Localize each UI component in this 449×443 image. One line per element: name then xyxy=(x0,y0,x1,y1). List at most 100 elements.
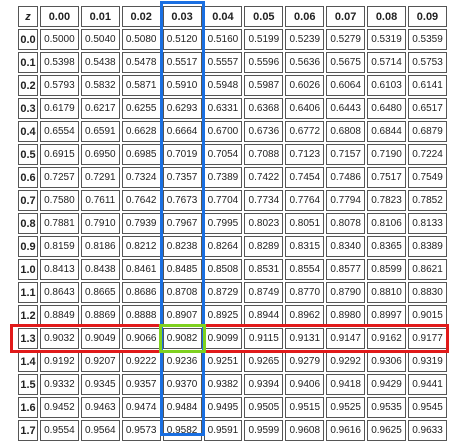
table-row: 0.3 0.6179 0.6217 0.6255 0.6293 0.6331 0.6368 0… xyxy=(18,98,447,119)
table-cell: 0.9582 xyxy=(162,420,202,441)
column-header: 0.01 xyxy=(80,6,120,27)
column-header: 0.07 xyxy=(326,6,366,27)
table-cell: 0.9319 xyxy=(407,351,447,372)
table-cell: 0.8577 xyxy=(326,259,366,280)
table-cell: 0.8621 xyxy=(407,259,447,280)
z-table-body: 0.0 0.5000 0.5040 0.5080 0.5120 0.5160 0.5199 0… xyxy=(18,29,447,441)
table-cell: 0.9545 xyxy=(407,397,447,418)
table-cell: 0.9591 xyxy=(203,420,243,441)
column-header: 0.04 xyxy=(203,6,243,27)
table-cell: 0.9177 xyxy=(407,328,447,349)
table-cell: 0.9463 xyxy=(80,397,120,418)
table-row: 1.5 0.9332 0.9345 0.9357 0.9370 0.9382 0.9394 0… xyxy=(18,374,447,395)
row-header: 0.6 xyxy=(18,167,38,188)
column-header: 0.08 xyxy=(367,6,406,27)
table-cell: 0.6808 xyxy=(326,121,366,142)
table-cell: 0.7910 xyxy=(80,213,120,234)
table-cell: 0.9515 xyxy=(285,397,325,418)
table-cell: 0.6985 xyxy=(121,144,161,165)
table-cell: 0.7939 xyxy=(121,213,161,234)
table-cell: 0.7764 xyxy=(285,190,325,211)
table-cell: 0.9484 xyxy=(162,397,202,418)
column-header: 0.05 xyxy=(244,6,284,27)
table-cell: 0.6879 xyxy=(407,121,447,142)
table-cell: 0.5871 xyxy=(121,75,161,96)
table-cell: 0.9406 xyxy=(285,374,325,395)
table-cell: 0.8438 xyxy=(80,259,120,280)
table-row: 0.5 0.6915 0.6950 0.6985 0.7019 0.7054 0.7088 0… xyxy=(18,144,447,165)
table-cell: 0.5120 xyxy=(162,29,202,50)
table-cell: 0.9279 xyxy=(285,351,325,372)
table-cell: 0.7704 xyxy=(203,190,243,211)
table-cell: 0.7324 xyxy=(121,167,161,188)
table-cell: 0.8389 xyxy=(407,236,447,257)
table-cell: 0.9554 xyxy=(39,420,79,441)
table-cell: 0.8051 xyxy=(285,213,325,234)
table-cell: 0.9495 xyxy=(203,397,243,418)
table-row: 1.4 0.9192 0.9207 0.9222 0.9236 0.9251 0.9265 0… xyxy=(18,351,447,372)
table-cell: 0.6591 xyxy=(80,121,120,142)
header-row: z 0.00 0.01 0.02 0.03 0.04 0.05 0.06 0.07 0.08 0.… xyxy=(18,6,447,27)
table-cell: 0.8023 xyxy=(244,213,284,234)
table-cell: 0.8212 xyxy=(121,236,161,257)
table-cell: 0.7190 xyxy=(367,144,406,165)
table-cell: 0.7823 xyxy=(367,190,406,211)
table-cell: 0.8315 xyxy=(285,236,325,257)
column-header: 0.03 xyxy=(162,6,202,27)
table-cell: 0.6664 xyxy=(162,121,202,142)
table-cell: 0.9082 xyxy=(162,328,202,349)
row-header: 0.9 xyxy=(18,236,38,257)
table-cell: 0.7454 xyxy=(285,167,325,188)
row-header: 0.7 xyxy=(18,190,38,211)
table-cell: 0.8907 xyxy=(162,305,202,326)
table-row: 0.9 0.8159 0.8186 0.8212 0.8238 0.8264 0.8289 0… xyxy=(18,236,447,257)
table-cell: 0.8708 xyxy=(162,282,202,303)
row-header: 0.5 xyxy=(18,144,38,165)
table-cell: 0.9474 xyxy=(121,397,161,418)
table-cell: 0.7088 xyxy=(244,144,284,165)
table-cell: 0.5753 xyxy=(407,52,447,73)
table-cell: 0.9418 xyxy=(326,374,366,395)
table-row: 0.0 0.5000 0.5040 0.5080 0.5120 0.5160 0.5199 0… xyxy=(18,29,447,50)
table-cell: 0.9049 xyxy=(80,328,120,349)
table-cell: 0.7580 xyxy=(39,190,79,211)
table-cell: 0.7794 xyxy=(326,190,366,211)
row-header: 0.1 xyxy=(18,52,38,73)
table-cell: 0.9207 xyxy=(80,351,120,372)
table-cell: 0.7123 xyxy=(285,144,325,165)
table-cell: 0.9564 xyxy=(80,420,120,441)
table-cell: 0.7357 xyxy=(162,167,202,188)
table-cell: 0.9099 xyxy=(203,328,243,349)
table-cell: 0.8810 xyxy=(367,282,406,303)
table-cell: 0.5557 xyxy=(203,52,243,73)
table-cell: 0.7224 xyxy=(407,144,447,165)
table-row: 1.6 0.9452 0.9463 0.9474 0.9484 0.9495 0.9505 0… xyxy=(18,397,447,418)
table-cell: 0.8531 xyxy=(244,259,284,280)
table-cell: 0.9265 xyxy=(244,351,284,372)
table-cell: 0.9599 xyxy=(244,420,284,441)
row-header: 1.0 xyxy=(18,259,38,280)
table-cell: 0.6772 xyxy=(285,121,325,142)
table-row: 0.7 0.7580 0.7611 0.7642 0.7673 0.7704 0.7734 0… xyxy=(18,190,447,211)
table-cell: 0.7291 xyxy=(80,167,120,188)
table-cell: 0.6103 xyxy=(367,75,406,96)
table-cell: 0.9222 xyxy=(121,351,161,372)
z-table: z 0.00 0.01 0.02 0.03 0.04 0.05 0.06 0.07 0.08 0.… xyxy=(16,4,449,443)
row-header: 0.2 xyxy=(18,75,38,96)
table-cell: 0.6554 xyxy=(39,121,79,142)
table-cell: 0.9032 xyxy=(39,328,79,349)
table-cell: 0.5987 xyxy=(244,75,284,96)
table-cell: 0.5359 xyxy=(407,29,447,50)
table-row: 1.2 0.8849 0.8869 0.8888 0.8907 0.8925 0.8944 0… xyxy=(18,305,447,326)
table-cell: 0.6443 xyxy=(326,98,366,119)
table-cell: 0.7549 xyxy=(407,167,447,188)
table-cell: 0.6736 xyxy=(244,121,284,142)
table-cell: 0.7054 xyxy=(203,144,243,165)
table-row: 1.3 0.9032 0.9049 0.9066 0.9082 0.9099 0.9115 0… xyxy=(18,328,447,349)
table-cell: 0.7967 xyxy=(162,213,202,234)
table-cell: 0.5080 xyxy=(121,29,161,50)
table-cell: 0.9292 xyxy=(326,351,366,372)
table-row: 1.0 0.8413 0.8438 0.8461 0.8485 0.8508 0.8531 0… xyxy=(18,259,447,280)
table-cell: 0.7389 xyxy=(203,167,243,188)
table-row: 0.8 0.7881 0.7910 0.7939 0.7967 0.7995 0.8023 0… xyxy=(18,213,447,234)
